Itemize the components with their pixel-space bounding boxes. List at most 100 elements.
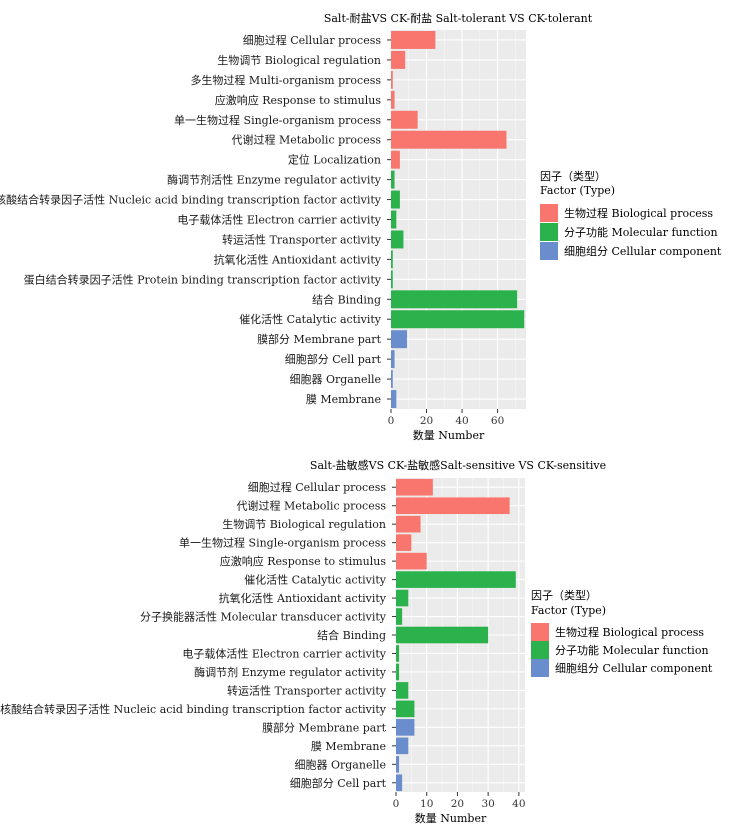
bars	[391, 30, 525, 409]
bar	[391, 210, 397, 229]
bar	[396, 755, 400, 773]
category-label: 核酸结合转录因子活性 Nucleic acid binding transcri…	[0, 702, 387, 716]
category-label: 结合 Binding	[312, 292, 381, 306]
bar	[396, 645, 400, 662]
chart-sensitive: Salt-盐敏感VS CK-盐敏感Salt-sensitive VS CK-se…	[0, 458, 606, 825]
category-label: 结合 Binding	[317, 628, 386, 642]
category-label: 应激响应 Response to stimulus	[220, 554, 387, 568]
x-tick-label: 0	[393, 798, 400, 810]
bar	[396, 571, 516, 588]
category-label: 电子载体活性 Electron carrier activity	[182, 646, 386, 660]
legend-label-molecular: 分子功能 Molecular function	[564, 225, 718, 239]
bar	[391, 70, 393, 89]
bar	[391, 230, 404, 249]
legend-key-cellular	[540, 242, 558, 260]
bar	[391, 90, 395, 109]
category-label: 生物调节 Biological regulation	[217, 53, 381, 67]
category-label: 应激响应 Response to stimulus	[215, 93, 382, 107]
legend-label-cellular: 细胞组分 Cellular component	[555, 661, 713, 675]
legend-key-cellular	[531, 659, 549, 677]
legend-tolerant: 因子（类型） Factor (Type) 生物过程 Biological pro…	[540, 169, 722, 260]
bar	[391, 110, 418, 129]
category-label: 膜部分 Membrane part	[262, 720, 387, 734]
bar	[391, 190, 400, 209]
category-label: 蛋白结合转录因子活性 Protein binding transcription…	[24, 272, 382, 286]
x-axis-ticks: 0 20 40 60	[388, 409, 504, 427]
category-label: 酶调节剂活性 Enzyme regulator activity	[167, 173, 382, 187]
bar	[396, 626, 489, 644]
legend-title-en: Factor (Type)	[531, 604, 606, 617]
chart-title: Salt-盐敏感VS CK-盐敏感Salt-sensitive VS CK-se…	[310, 458, 606, 472]
x-tick-label: 10	[420, 798, 433, 810]
bar	[391, 350, 395, 369]
chart-title: Salt-耐盐VS CK-耐盐 Salt-tolerant VS CK-tole…	[324, 12, 593, 25]
x-tick-label: 40	[455, 415, 468, 427]
x-tick-label: 30	[481, 798, 494, 810]
category-label: 核酸结合转录因子活性 Nucleic acid binding transcri…	[0, 193, 382, 207]
bar	[396, 608, 403, 625]
category-label: 膜 Membrane	[311, 740, 386, 753]
bar	[391, 370, 393, 389]
category-label: 膜部分 Membrane part	[257, 332, 382, 346]
category-label: 单一生物过程 Single-organism process	[179, 536, 386, 550]
category-label: 抗氧化活性 Antioxidant activity	[219, 591, 387, 605]
bar	[391, 270, 393, 289]
legend-key-biological	[531, 623, 549, 641]
category-label: 转运活性 Transporter activity	[227, 683, 387, 697]
category-label: 分子换能器活性 Molecular transducer activity	[140, 610, 387, 624]
bar	[396, 534, 412, 551]
category-label: 细胞过程 Cellular process	[248, 481, 387, 494]
category-label: 细胞部分 Cell part	[285, 352, 382, 366]
bar	[391, 310, 525, 329]
category-label: 电子载体活性 Electron carrier activity	[177, 213, 381, 227]
category-label: 多生物过程 Multi-organism process	[190, 73, 381, 87]
legend-key-biological	[540, 204, 558, 222]
legend-label-biological: 生物过程 Biological process	[555, 625, 704, 639]
legend-label-biological: 生物过程 Biological process	[564, 206, 713, 220]
bar	[391, 130, 507, 149]
x-tick-label: 20	[451, 798, 464, 810]
category-label: 代谢过程 Metabolic process	[232, 133, 382, 147]
bar	[396, 552, 427, 570]
category-label: 细胞器 Organelle	[289, 373, 381, 386]
bar	[396, 719, 415, 736]
category-label: 转运活性 Transporter activity	[222, 232, 382, 246]
legend-sensitive: 因子（类型） Factor (Type) 生物过程 Biological pro…	[531, 588, 713, 677]
category-label: 细胞部分 Cell part	[290, 776, 387, 790]
bar	[391, 330, 407, 349]
category-labels: 细胞过程 Cellular process 生物调节 Biological reg…	[0, 34, 391, 406]
bar	[391, 170, 395, 189]
bar	[391, 390, 397, 409]
category-label: 代谢过程 Metabolic process	[237, 499, 387, 513]
bar	[391, 250, 393, 269]
category-label: 生物调节 Biological regulation	[222, 517, 386, 531]
bars	[396, 478, 516, 792]
x-axis-ticks: 0 10 20 30 40	[393, 792, 526, 810]
legend-label-cellular: 细胞组分 Cellular component	[564, 244, 722, 258]
category-label: 单一生物过程 Single-organism process	[174, 113, 381, 127]
legend-title-en: Factor (Type)	[540, 184, 615, 197]
bar	[391, 150, 400, 169]
x-tick-label: 20	[420, 415, 433, 427]
x-tick-label: 40	[512, 798, 525, 810]
bar	[391, 50, 406, 69]
category-label: 定位 Localization	[288, 153, 381, 167]
bar	[396, 515, 421, 533]
category-labels: 细胞过程 Cellular process 代谢过程 Metabolic proc…	[0, 481, 396, 790]
bar	[396, 589, 409, 607]
x-tick-label: 60	[491, 415, 504, 427]
category-label: 催化活性 Catalytic activity	[239, 312, 382, 326]
legend-key-molecular	[540, 223, 558, 241]
bar	[391, 30, 436, 49]
legend-title-cn: 因子（类型）	[531, 588, 597, 602]
x-axis-label: 数量 Number	[413, 429, 485, 442]
category-label: 抗氧化活性 Antioxidant activity	[214, 252, 382, 266]
x-axis-label: 数量 Number	[415, 812, 487, 825]
bar	[391, 290, 518, 309]
bar	[396, 682, 409, 699]
bar	[396, 774, 403, 792]
x-tick-label: 0	[388, 415, 395, 427]
category-label: 酶调节剂 Enzyme regulator activity	[194, 665, 387, 679]
chart-tolerant: Salt-耐盐VS CK-耐盐 Salt-tolerant VS CK-tole…	[0, 12, 593, 442]
